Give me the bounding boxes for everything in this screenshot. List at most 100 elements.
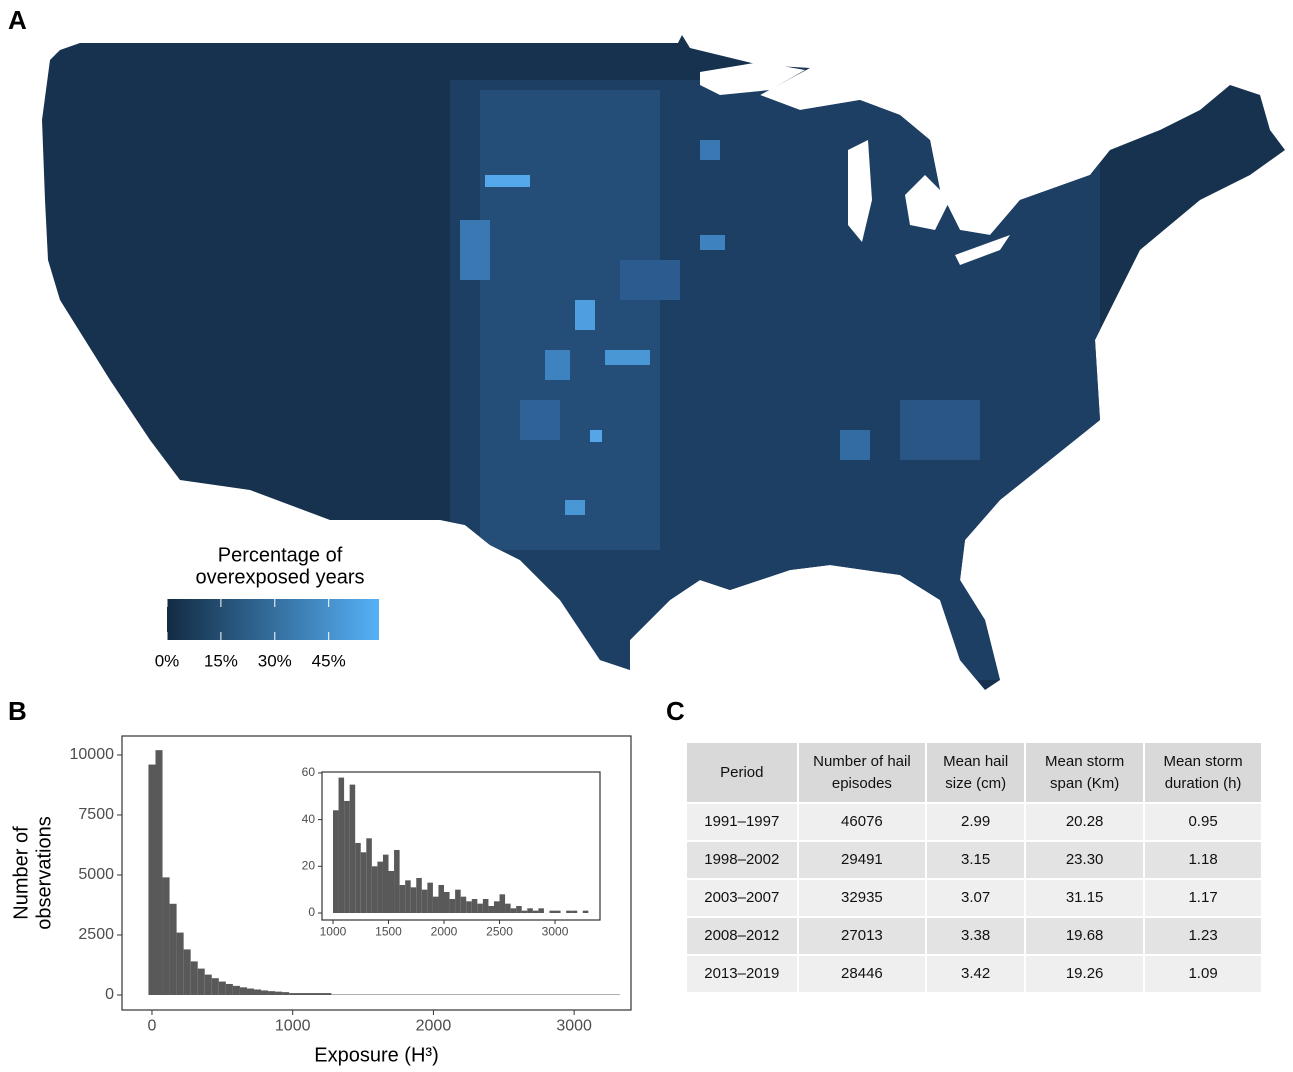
histogram-bar <box>382 854 389 913</box>
map-county <box>565 500 585 515</box>
table-cell: 3.42 <box>925 954 1027 994</box>
y-tick-label: 7500 <box>78 806 114 823</box>
histogram-bar <box>510 908 517 913</box>
table-cell: 1991–1997 <box>685 802 799 842</box>
lake <box>848 140 872 242</box>
lake <box>905 175 950 230</box>
map-region <box>620 260 680 300</box>
colorbar-label: 30% <box>258 651 292 670</box>
histogram-bar <box>455 889 461 913</box>
histogram-bar <box>349 784 356 913</box>
histogram-bar <box>246 988 254 995</box>
table-row: 1991–1997 46076 2.99 20.28 0.95 <box>685 802 1263 842</box>
histogram-bar <box>394 849 400 913</box>
x-tick-label: 2000 <box>431 925 458 939</box>
table-cell: 20.28 <box>1024 802 1146 842</box>
histogram-bar <box>410 887 417 913</box>
x-tick-label: 2000 <box>416 1017 452 1034</box>
y-tick-label: 40 <box>302 812 316 826</box>
histogram-bar <box>421 889 428 913</box>
panel-label: C <box>666 696 685 726</box>
table-row: 1998–2002 29491 3.15 23.30 1.18 <box>685 840 1263 880</box>
histogram-bar <box>162 877 170 995</box>
table-cell: 3.38 <box>925 916 1027 956</box>
summary-table: Period Number of hail episodes Mean hail s… <box>685 741 1263 994</box>
histogram-bar <box>505 903 511 913</box>
histogram-bar <box>471 898 478 913</box>
map-county <box>590 430 602 442</box>
y-axis-title: Number of <box>10 826 32 920</box>
map-county <box>605 350 650 365</box>
table-cell: 3.07 <box>925 878 1027 918</box>
table-cell: 27013 <box>796 916 928 956</box>
histogram-bar <box>344 800 350 913</box>
y-tick-label: 10000 <box>70 746 115 763</box>
histogram-bar <box>232 985 240 995</box>
histogram-bar <box>460 896 467 913</box>
table-cell: 28446 <box>796 954 928 994</box>
histogram-bar <box>366 838 372 913</box>
colorbar-label: 0% <box>155 651 180 670</box>
histogram-bar <box>388 870 395 913</box>
histogram-bar <box>449 898 456 913</box>
table-cell: 1.23 <box>1143 916 1263 956</box>
x-tick-label: 3000 <box>556 1017 592 1034</box>
histogram-bar <box>197 968 205 995</box>
x-axis-title: Exposure (H³) <box>314 1044 438 1066</box>
table-cell: 2.99 <box>925 802 1027 842</box>
histogram-bar <box>532 910 539 913</box>
table-row: 2013–2019 28446 3.42 19.26 1.09 <box>685 954 1263 994</box>
map-county <box>700 235 725 250</box>
panel-label: A <box>8 5 27 35</box>
x-tick-label: 0 <box>148 1017 157 1034</box>
histogram-bar <box>282 992 290 995</box>
table-cell: 32935 <box>796 878 928 918</box>
table-cell: 46076 <box>796 802 928 842</box>
table-cell: 2008–2012 <box>685 916 799 956</box>
histogram-bar <box>275 991 283 995</box>
histogram-bar <box>527 908 533 913</box>
histogram-bar <box>466 901 472 913</box>
histogram-bar <box>268 991 276 995</box>
x-tick-label: 1000 <box>275 1017 311 1034</box>
map-county <box>700 140 720 160</box>
histogram-bar <box>253 989 262 995</box>
histogram-bar <box>566 910 572 913</box>
histogram-bar <box>360 852 367 913</box>
histogram-bar <box>355 842 361 913</box>
panel-border <box>321 771 601 921</box>
panel-label: B <box>8 696 27 726</box>
table-header-cell: Mean hail size (cm) <box>925 741 1027 804</box>
histogram-bar <box>493 901 500 913</box>
table-cell: 0.95 <box>1143 802 1263 842</box>
lake <box>955 235 1010 265</box>
colorbar <box>167 599 379 640</box>
histogram-bar <box>549 910 556 913</box>
map-county <box>520 400 560 440</box>
histogram-bar <box>499 894 506 913</box>
histogram-bar <box>289 993 332 995</box>
histogram-bar <box>169 903 177 995</box>
histogram-bar <box>338 777 345 913</box>
histogram-bar <box>204 974 212 995</box>
map-county <box>575 300 595 330</box>
map-region <box>900 400 980 460</box>
y-tick-label: 0 <box>308 905 315 919</box>
x-tick-label: 1000 <box>320 925 347 939</box>
histogram-bar <box>555 910 561 913</box>
panel-border <box>121 735 632 1011</box>
histogram-bar <box>148 764 156 995</box>
table-cell: 29491 <box>796 840 928 880</box>
colorbar-label: 15% <box>204 651 238 670</box>
y-tick-label: 2500 <box>78 926 114 943</box>
table-cell: 2013–2019 <box>685 954 799 994</box>
histogram-bar <box>399 884 406 913</box>
table-cell: 1.09 <box>1143 954 1263 994</box>
histogram-bar <box>477 903 483 913</box>
table-cell: 19.26 <box>1024 954 1146 994</box>
table-header-cell: Period <box>685 741 799 804</box>
histogram-bar <box>155 750 163 995</box>
table-cell: 31.15 <box>1024 878 1146 918</box>
map-county <box>460 220 490 280</box>
